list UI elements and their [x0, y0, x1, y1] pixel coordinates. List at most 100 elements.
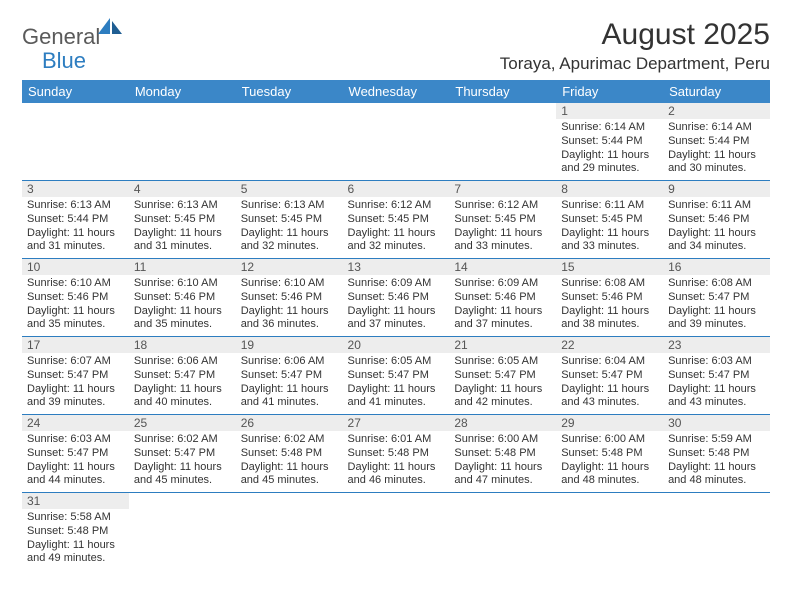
sunrise-text: Sunrise: 6:13 AM	[27, 199, 124, 213]
daylight-text: Daylight: 11 hours and 38 minutes.	[561, 305, 658, 333]
day-number	[343, 103, 450, 105]
day-header: Tuesday	[236, 80, 343, 103]
sunset-text: Sunset: 5:48 PM	[348, 447, 445, 461]
sunset-text: Sunset: 5:47 PM	[668, 291, 765, 305]
calendar-day-cell: 28Sunrise: 6:00 AMSunset: 5:48 PMDayligh…	[449, 415, 556, 493]
calendar-day-cell: 3Sunrise: 6:13 AMSunset: 5:44 PMDaylight…	[22, 181, 129, 259]
daylight-text: Daylight: 11 hours and 42 minutes.	[454, 383, 551, 411]
calendar-day-cell: 25Sunrise: 6:02 AMSunset: 5:47 PMDayligh…	[129, 415, 236, 493]
day-content: Sunrise: 6:09 AMSunset: 5:46 PMDaylight:…	[343, 275, 450, 336]
calendar-day-cell	[343, 103, 450, 181]
sunrise-text: Sunrise: 6:00 AM	[561, 433, 658, 447]
sunrise-text: Sunrise: 5:58 AM	[27, 511, 124, 525]
day-number: 17	[22, 337, 129, 353]
sunrise-text: Sunrise: 6:13 AM	[241, 199, 338, 213]
sunset-text: Sunset: 5:45 PM	[241, 213, 338, 227]
day-number	[556, 493, 663, 495]
day-number: 4	[129, 181, 236, 197]
day-content: Sunrise: 6:08 AMSunset: 5:46 PMDaylight:…	[556, 275, 663, 336]
day-content: Sunrise: 6:06 AMSunset: 5:47 PMDaylight:…	[129, 353, 236, 414]
calendar-day-cell: 18Sunrise: 6:06 AMSunset: 5:47 PMDayligh…	[129, 337, 236, 415]
calendar-day-cell: 10Sunrise: 6:10 AMSunset: 5:46 PMDayligh…	[22, 259, 129, 337]
sunrise-text: Sunrise: 6:05 AM	[454, 355, 551, 369]
calendar-day-cell	[663, 493, 770, 571]
day-number: 23	[663, 337, 770, 353]
calendar-week-row: 10Sunrise: 6:10 AMSunset: 5:46 PMDayligh…	[22, 259, 770, 337]
daylight-text: Daylight: 11 hours and 40 minutes.	[134, 383, 231, 411]
calendar-week-row: 3Sunrise: 6:13 AMSunset: 5:44 PMDaylight…	[22, 181, 770, 259]
calendar-day-cell	[129, 493, 236, 571]
sunset-text: Sunset: 5:45 PM	[134, 213, 231, 227]
day-content: Sunrise: 6:09 AMSunset: 5:46 PMDaylight:…	[449, 275, 556, 336]
calendar-day-cell: 14Sunrise: 6:09 AMSunset: 5:46 PMDayligh…	[449, 259, 556, 337]
day-content: Sunrise: 6:00 AMSunset: 5:48 PMDaylight:…	[449, 431, 556, 492]
day-content: Sunrise: 6:08 AMSunset: 5:47 PMDaylight:…	[663, 275, 770, 336]
daylight-text: Daylight: 11 hours and 37 minutes.	[454, 305, 551, 333]
calendar-day-cell: 26Sunrise: 6:02 AMSunset: 5:48 PMDayligh…	[236, 415, 343, 493]
day-content: Sunrise: 6:06 AMSunset: 5:47 PMDaylight:…	[236, 353, 343, 414]
day-content: Sunrise: 6:05 AMSunset: 5:47 PMDaylight:…	[343, 353, 450, 414]
day-content: Sunrise: 6:12 AMSunset: 5:45 PMDaylight:…	[449, 197, 556, 258]
sunset-text: Sunset: 5:48 PM	[668, 447, 765, 461]
sunset-text: Sunset: 5:45 PM	[454, 213, 551, 227]
day-header: Saturday	[663, 80, 770, 103]
sunrise-text: Sunrise: 5:59 AM	[668, 433, 765, 447]
day-number: 22	[556, 337, 663, 353]
calendar-day-cell: 7Sunrise: 6:12 AMSunset: 5:45 PMDaylight…	[449, 181, 556, 259]
daylight-text: Daylight: 11 hours and 36 minutes.	[241, 305, 338, 333]
calendar-day-cell: 16Sunrise: 6:08 AMSunset: 5:47 PMDayligh…	[663, 259, 770, 337]
logo-text-blue: Blue	[42, 48, 100, 74]
day-content: Sunrise: 5:58 AMSunset: 5:48 PMDaylight:…	[22, 509, 129, 570]
daylight-text: Daylight: 11 hours and 41 minutes.	[241, 383, 338, 411]
sunset-text: Sunset: 5:44 PM	[561, 135, 658, 149]
calendar-day-cell: 1Sunrise: 6:14 AMSunset: 5:44 PMDaylight…	[556, 103, 663, 181]
calendar-day-cell: 6Sunrise: 6:12 AMSunset: 5:45 PMDaylight…	[343, 181, 450, 259]
sunset-text: Sunset: 5:47 PM	[27, 447, 124, 461]
day-header: Monday	[129, 80, 236, 103]
calendar-day-cell	[22, 103, 129, 181]
daylight-text: Daylight: 11 hours and 44 minutes.	[27, 461, 124, 489]
calendar-day-cell: 17Sunrise: 6:07 AMSunset: 5:47 PMDayligh…	[22, 337, 129, 415]
sunrise-text: Sunrise: 6:06 AM	[134, 355, 231, 369]
day-number: 30	[663, 415, 770, 431]
day-number: 18	[129, 337, 236, 353]
day-number: 20	[343, 337, 450, 353]
calendar-day-cell: 31Sunrise: 5:58 AMSunset: 5:48 PMDayligh…	[22, 493, 129, 571]
day-content: Sunrise: 6:14 AMSunset: 5:44 PMDaylight:…	[663, 119, 770, 180]
day-number: 7	[449, 181, 556, 197]
sunset-text: Sunset: 5:47 PM	[668, 369, 765, 383]
day-number: 26	[236, 415, 343, 431]
sunrise-text: Sunrise: 6:11 AM	[561, 199, 658, 213]
day-content: Sunrise: 6:02 AMSunset: 5:47 PMDaylight:…	[129, 431, 236, 492]
sunrise-text: Sunrise: 6:09 AM	[454, 277, 551, 291]
calendar-day-cell: 22Sunrise: 6:04 AMSunset: 5:47 PMDayligh…	[556, 337, 663, 415]
day-number: 8	[556, 181, 663, 197]
sunset-text: Sunset: 5:46 PM	[241, 291, 338, 305]
sunrise-text: Sunrise: 6:00 AM	[454, 433, 551, 447]
month-title: August 2025	[500, 18, 770, 52]
daylight-text: Daylight: 11 hours and 30 minutes.	[668, 149, 765, 177]
day-number	[236, 493, 343, 495]
calendar-day-cell: 20Sunrise: 6:05 AMSunset: 5:47 PMDayligh…	[343, 337, 450, 415]
day-content: Sunrise: 6:04 AMSunset: 5:47 PMDaylight:…	[556, 353, 663, 414]
logo: General Blue	[22, 18, 100, 74]
sunrise-text: Sunrise: 6:11 AM	[668, 199, 765, 213]
daylight-text: Daylight: 11 hours and 43 minutes.	[668, 383, 765, 411]
sunrise-text: Sunrise: 6:03 AM	[27, 433, 124, 447]
sunrise-text: Sunrise: 6:13 AM	[134, 199, 231, 213]
calendar-day-cell: 5Sunrise: 6:13 AMSunset: 5:45 PMDaylight…	[236, 181, 343, 259]
calendar-day-cell	[343, 493, 450, 571]
sunset-text: Sunset: 5:44 PM	[27, 213, 124, 227]
sunrise-text: Sunrise: 6:06 AM	[241, 355, 338, 369]
sunset-text: Sunset: 5:47 PM	[241, 369, 338, 383]
day-content: Sunrise: 6:07 AMSunset: 5:47 PMDaylight:…	[22, 353, 129, 414]
day-number: 1	[556, 103, 663, 119]
calendar-day-cell	[449, 493, 556, 571]
calendar-day-cell: 4Sunrise: 6:13 AMSunset: 5:45 PMDaylight…	[129, 181, 236, 259]
day-number: 12	[236, 259, 343, 275]
calendar-day-cell	[129, 103, 236, 181]
sunrise-text: Sunrise: 6:02 AM	[134, 433, 231, 447]
day-content: Sunrise: 6:00 AMSunset: 5:48 PMDaylight:…	[556, 431, 663, 492]
daylight-text: Daylight: 11 hours and 37 minutes.	[348, 305, 445, 333]
day-content: Sunrise: 6:05 AMSunset: 5:47 PMDaylight:…	[449, 353, 556, 414]
